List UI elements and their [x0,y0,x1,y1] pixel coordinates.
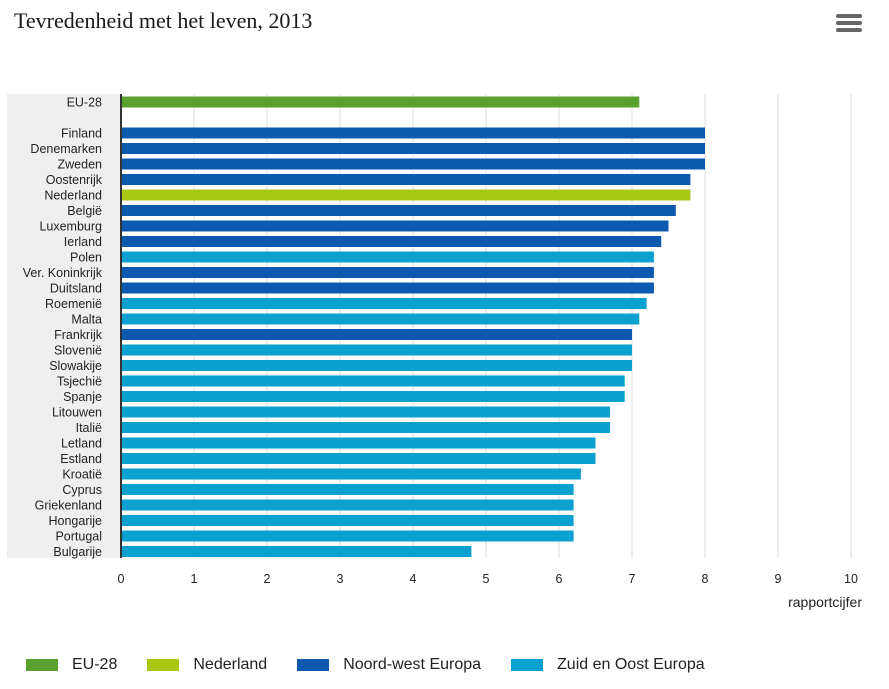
legend-swatch-nederland [147,659,180,671]
legend-swatch-eu28 [26,659,58,671]
category-label: Finland [61,127,102,141]
bar [121,422,611,433]
category-label: Duitsland [50,282,102,296]
category-label: België [67,204,102,218]
category-label: Nederland [44,189,102,203]
x-tick-label: 3 [337,572,344,586]
category-label: Spanje [63,390,102,404]
x-tick-label: 1 [191,572,198,586]
x-tick-label: 4 [410,572,417,586]
bar [121,220,669,232]
category-label: Polen [70,251,102,265]
bar [121,360,632,371]
legend-item-noord-west-europa[interactable]: Noord-west Europa [297,656,481,674]
category-label: Slovenië [54,344,102,358]
bar [121,546,472,557]
category-label: Tsjechië [57,375,102,389]
x-tick-label: 8 [702,572,709,586]
bar [121,282,654,294]
chart-legend: EU-28 Nederland Noord-west Europa Zuid e… [26,656,735,674]
x-tick-label: 6 [556,572,563,586]
bar [121,406,611,418]
legend-label-eu28: EU-28 [72,656,118,673]
bar [121,205,676,216]
category-label: Zweden [58,158,103,172]
bar [121,515,574,526]
x-axis-title: rapportcijfer [788,594,862,610]
bar [121,236,662,247]
category-label: Litouwen [52,406,102,420]
category-label: Roemenië [45,297,102,311]
bar [121,313,640,325]
menu-line-bottom [836,28,862,32]
bar [121,189,691,201]
category-label: Malta [71,313,102,327]
legend-label-nederland: Nederland [193,656,268,673]
category-label: Portugal [55,530,102,544]
category-label: Cyprus [62,483,102,497]
legend-swatch-zuid-en-oost-europa [511,659,544,671]
bar [121,453,596,464]
bar [121,329,632,340]
chart-title: Tevredenheid met het leven, 2013 [14,8,313,33]
legend-label-noord-west-europa: Noord-west Europa [343,656,482,673]
category-label: Estland [60,452,102,466]
bar [121,468,581,480]
bar [121,499,574,511]
category-label: Slowakije [49,359,102,373]
bar [121,437,596,449]
legend-swatch-noord-west-europa [297,659,330,671]
bar [121,344,632,356]
bar [121,96,640,108]
category-label: Ver. Koninkrijk [23,266,103,280]
bar [121,391,625,402]
category-label: Italië [76,421,102,435]
x-tick-label: 9 [775,572,782,586]
bar [121,158,705,170]
category-label: Kroatië [62,468,102,482]
bar [121,530,574,542]
bar [121,484,574,495]
x-tick-label: 5 [483,572,490,586]
x-tick-label: 10 [844,572,858,586]
category-label: Oostenrijk [46,173,103,187]
bar [121,127,705,139]
category-label: Ierland [64,235,102,249]
bar [121,375,625,387]
bar [121,251,654,263]
x-tick-label: 7 [629,572,636,586]
bar [121,267,654,278]
legend-item-zuid-en-oost-europa[interactable]: Zuid en Oost Europa [511,656,705,674]
category-label: Bulgarije [53,545,102,559]
legend-label-zuid-en-oost-europa: Zuid en Oost Europa [557,656,705,673]
legend-item-eu28[interactable]: EU-28 [26,656,117,674]
category-label: Frankrijk [54,328,103,342]
x-tick-label: 2 [264,572,271,586]
menu-line-top [836,14,862,18]
hamburger-menu-icon[interactable] [836,14,862,36]
category-label: Griekenland [35,499,102,513]
category-label: Letland [61,437,102,451]
category-label: Luxemburg [39,220,102,234]
menu-line-middle [836,21,862,25]
x-tick-label: 0 [118,572,125,586]
category-label: Hongarije [48,514,102,528]
category-label: EU-28 [67,96,102,110]
category-label: Denemarken [30,142,102,156]
legend-item-nederland[interactable]: Nederland [147,656,267,674]
bar [121,143,705,154]
bar [121,298,647,309]
category-label-band [7,94,121,558]
bar [121,174,691,185]
